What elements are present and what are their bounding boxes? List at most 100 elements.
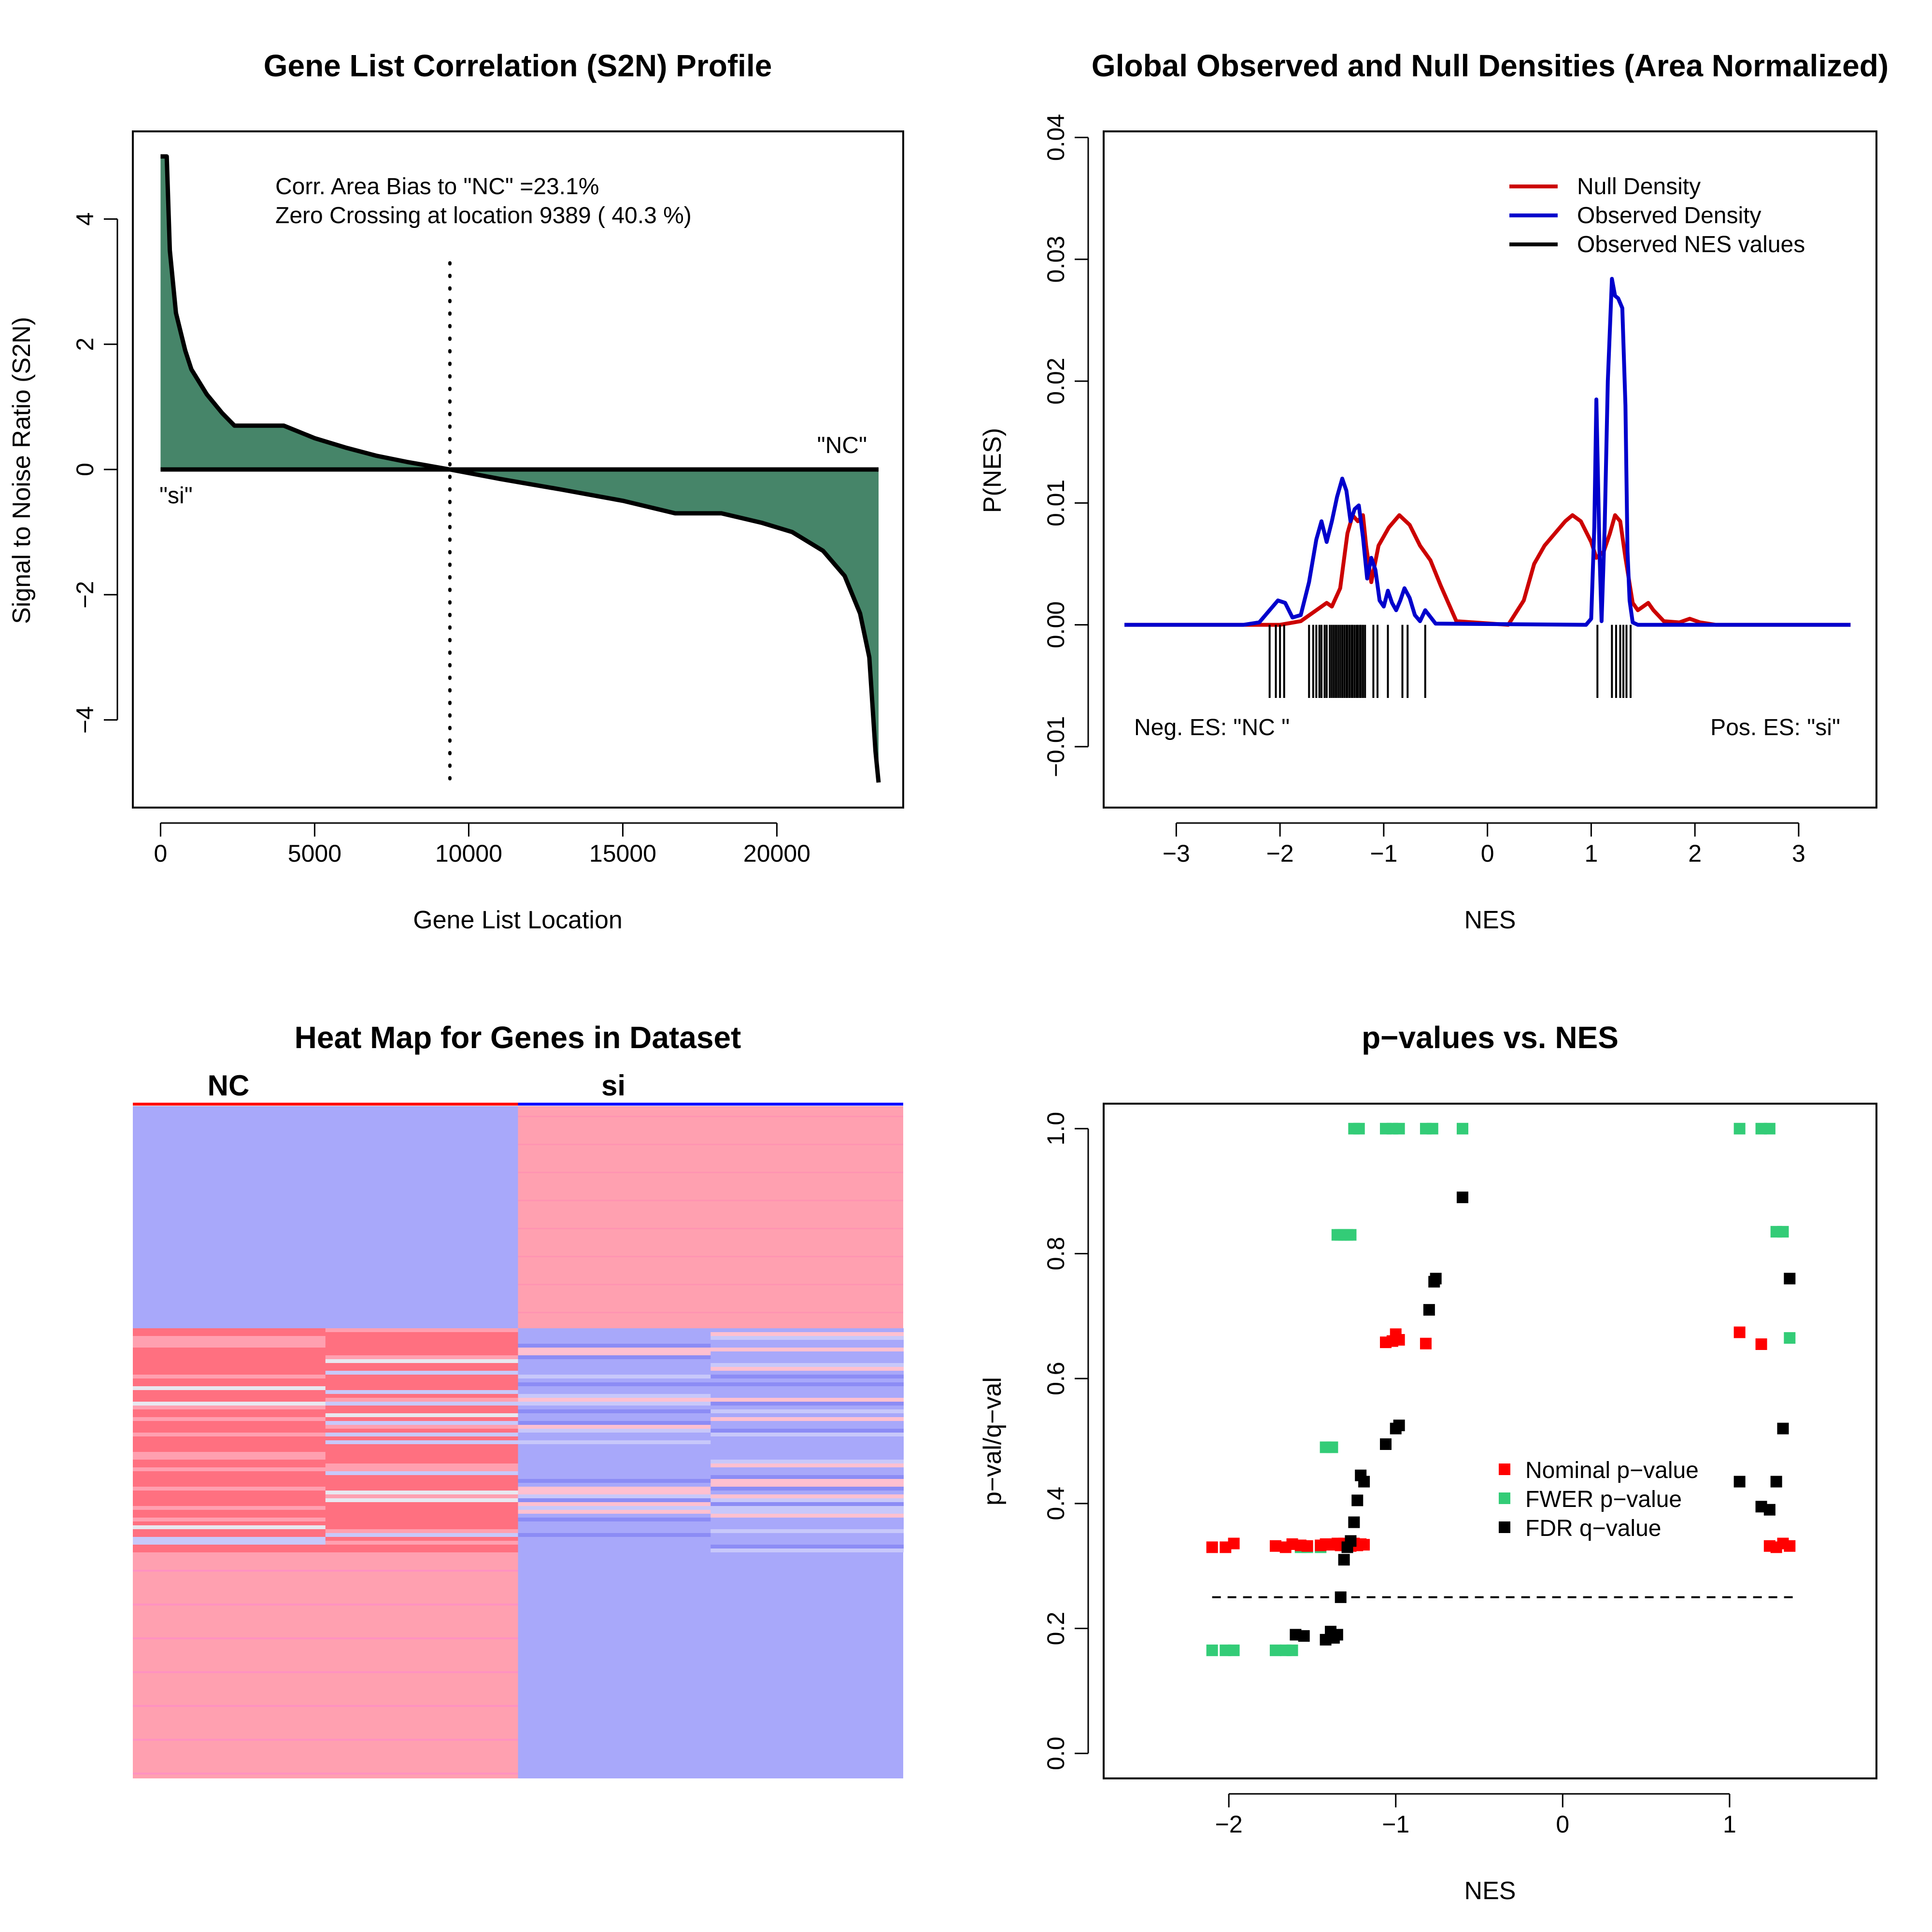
heatmap-row	[518, 1359, 711, 1363]
heatmap-row	[325, 1425, 519, 1429]
heatmap-row	[133, 1452, 326, 1456]
nominal-pvalue-point	[1269, 1540, 1281, 1552]
heatmap-row	[518, 1312, 903, 1313]
heatmap-row	[133, 1344, 326, 1348]
s2n-curve	[160, 154, 881, 783]
heatmap-row	[518, 1284, 903, 1285]
heatmap-row	[518, 1406, 711, 1409]
si-side-label: "si"	[159, 483, 193, 509]
densities-plot-frame	[1103, 130, 1877, 809]
nominal-pvalue-point	[1358, 1539, 1370, 1551]
heatmap-row	[325, 1332, 519, 1336]
heatmap-row	[325, 1390, 519, 1394]
heatmap-row	[518, 1421, 711, 1425]
pvalues-y-axis-label: p−val/q−val	[979, 1377, 1007, 1506]
heatmap-block	[133, 1550, 518, 1778]
s2n-y-tick-label: 0	[71, 463, 99, 476]
heatmap-row	[518, 1378, 711, 1382]
heatmap-row	[325, 1359, 519, 1363]
heatmap-row	[710, 1417, 904, 1421]
heatmap-row	[325, 1336, 519, 1340]
heatmap-row	[133, 1456, 326, 1460]
heatmap-row	[710, 1510, 904, 1514]
heatmap-row	[325, 1475, 519, 1479]
heatmap-row	[710, 1359, 904, 1363]
heatmap-row	[710, 1375, 904, 1378]
legend-swatch-nominal	[1499, 1463, 1510, 1475]
heatmap-row	[710, 1371, 904, 1375]
heatmap-row	[133, 1367, 326, 1371]
heatmap-row	[710, 1332, 904, 1336]
heatmap-row	[325, 1471, 519, 1475]
heatmap-row	[133, 1463, 326, 1467]
heatmap-row	[133, 1448, 326, 1452]
heatmap-row	[133, 1514, 326, 1518]
heatmap-row	[133, 1671, 518, 1673]
heatmap-row	[710, 1471, 904, 1475]
heatmap-row	[133, 1529, 326, 1533]
legend-label-fdr: FDR q−value	[1525, 1516, 1661, 1541]
heatmap-row	[133, 1378, 326, 1382]
heatmap-row	[133, 1487, 326, 1491]
pvalues-x-axis-label: NES	[1464, 1877, 1516, 1905]
heatmap-row	[325, 1498, 519, 1502]
s2n-plot-area: 0 5000 10000 15000 20000 −4 −2 0 2 4	[71, 130, 904, 867]
heatmap-row	[325, 1402, 519, 1406]
heatmap-row	[133, 1502, 326, 1506]
heatmap-row	[133, 1406, 326, 1409]
heatmap-row	[710, 1541, 904, 1545]
heatmap-row	[325, 1491, 519, 1494]
heatmap-row	[133, 1355, 326, 1359]
heatmap-row	[133, 1460, 326, 1463]
heatmap-row	[325, 1417, 519, 1421]
s2n-x-tick-label: 10000	[435, 840, 502, 867]
fdr-qvalue-point	[1430, 1273, 1442, 1285]
heatmap-row	[710, 1452, 904, 1456]
heatmap-row	[518, 1533, 711, 1537]
heatmap-row	[710, 1336, 904, 1340]
heatmap-row	[133, 1390, 326, 1394]
heatmap-row	[133, 1498, 326, 1502]
heatmap-row	[325, 1537, 519, 1541]
heatmap-row	[518, 1479, 711, 1483]
heatmap-row	[518, 1440, 711, 1444]
heatmap-row	[518, 1444, 711, 1448]
fdr-qvalue-point	[1763, 1504, 1776, 1516]
densities-legend: Null Density Observed Density Observed N…	[1509, 174, 1805, 257]
heatmap-row	[133, 1471, 326, 1475]
fwer-pvalue-point	[1426, 1122, 1438, 1135]
heatmap-row	[518, 1348, 711, 1351]
heatmap-row	[133, 1429, 326, 1433]
heatmap-row	[710, 1537, 904, 1541]
fwer-pvalue-point	[1393, 1122, 1405, 1135]
heatmap-row	[710, 1344, 904, 1348]
null-density-line	[1124, 513, 1851, 627]
heatmap-row	[133, 1491, 326, 1494]
heatmap-row	[325, 1382, 519, 1386]
heatmap-row	[710, 1348, 904, 1351]
heatmap-row	[325, 1348, 519, 1351]
heatmap-row	[133, 1440, 326, 1444]
heatmap-row	[325, 1510, 519, 1514]
fdr-qvalue-point	[1345, 1535, 1357, 1547]
heatmap-row	[710, 1340, 904, 1344]
heatmap-row	[710, 1394, 904, 1398]
pvalues-y-tick-label: 0.0	[1042, 1737, 1069, 1771]
heatmap-row	[518, 1382, 711, 1386]
heatmap-row	[133, 1548, 326, 1552]
heatmap-row	[325, 1483, 519, 1487]
heatmap-row	[518, 1433, 711, 1436]
heatmap-row	[518, 1452, 711, 1456]
heatmap-row	[518, 1116, 903, 1117]
heatmap-row	[133, 1739, 518, 1741]
pvalues-x-tick-label: −1	[1382, 1811, 1409, 1838]
heatmap-row	[710, 1386, 904, 1390]
densities-x-tick-label: −2	[1266, 840, 1294, 867]
heatmap-row	[518, 1467, 711, 1471]
heatmap-row	[133, 1444, 326, 1448]
fdr-qvalue-point	[1777, 1422, 1789, 1435]
legend-label-null-density: Null Density	[1577, 174, 1701, 199]
heatmap-row	[325, 1351, 519, 1355]
heatmap-row	[710, 1518, 904, 1521]
heatmap-row	[133, 1637, 518, 1639]
